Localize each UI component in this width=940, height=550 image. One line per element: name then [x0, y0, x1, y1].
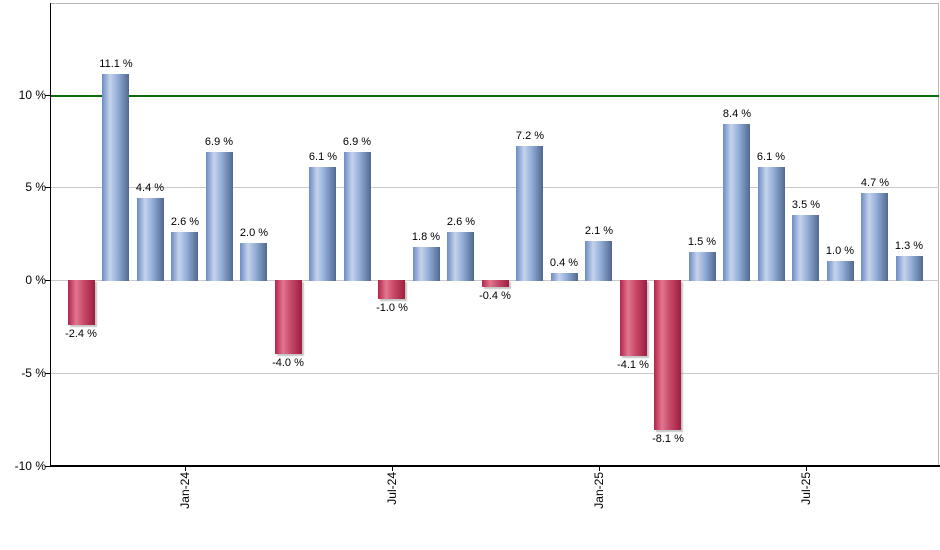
y-axis-tick — [45, 466, 50, 467]
bar-positive — [240, 243, 267, 281]
bar-negative — [68, 280, 95, 325]
y-axis-tick — [45, 187, 50, 188]
bar-positive — [102, 74, 129, 281]
bar-value-label: 7.2 % — [515, 130, 545, 142]
x-axis-line — [50, 465, 940, 467]
bar-value-label: 1.5 % — [687, 236, 717, 248]
bar-positive — [723, 124, 750, 281]
bar-value-label: -4.1 % — [617, 359, 649, 371]
bar-positive — [309, 167, 336, 281]
x-axis-label: Jan-25 — [592, 472, 606, 509]
bar-positive — [758, 167, 785, 281]
bar-value-label: 1.0 % — [825, 245, 855, 257]
x-axis-tick — [599, 465, 600, 471]
bar-value-label: 1.8 % — [411, 231, 441, 243]
bar-value-label: 2.6 % — [446, 216, 476, 228]
bar-value-label: 6.1 % — [756, 151, 786, 163]
bar-value-label: -2.4 % — [65, 328, 97, 340]
bar-negative — [620, 280, 647, 356]
plot-frame-top — [50, 3, 938, 4]
bar-positive — [861, 193, 888, 281]
y-axis-tick — [45, 95, 50, 96]
bar-positive — [344, 152, 371, 281]
y-axis-label: 10 % — [18, 88, 46, 102]
bar-positive — [896, 256, 923, 281]
bar-negative — [482, 280, 509, 287]
bar-positive — [585, 241, 612, 281]
y-axis-line — [50, 3, 51, 465]
bar-positive — [516, 146, 543, 281]
bar-value-label: -0.4 % — [479, 290, 511, 302]
bar-value-label: -8.1 % — [652, 433, 684, 445]
bar-value-label: 4.7 % — [860, 177, 890, 189]
bar-positive — [447, 232, 474, 281]
bar-positive — [206, 152, 233, 281]
reference-line — [51, 95, 939, 97]
bar-positive — [413, 247, 440, 281]
bar-value-label: 2.6 % — [170, 216, 200, 228]
y-axis-label: -5 % — [21, 366, 46, 380]
bar-value-label: 3.5 % — [791, 199, 821, 211]
x-axis-tick — [806, 465, 807, 471]
bar-value-label: 6.1 % — [308, 151, 338, 163]
bar-value-label: 2.0 % — [239, 227, 269, 239]
bar-value-label: -4.0 % — [272, 357, 304, 369]
grid-line — [51, 187, 939, 188]
bar-negative — [378, 280, 405, 299]
bar-value-label: 0.4 % — [549, 257, 579, 269]
bar-negative — [275, 280, 302, 354]
bar-value-label: -1.0 % — [376, 302, 408, 314]
plot-frame-right — [938, 3, 939, 465]
bar-negative — [654, 280, 681, 430]
bar-positive — [689, 252, 716, 281]
x-axis-tick — [185, 465, 186, 471]
x-axis-label: Jul-24 — [385, 472, 399, 505]
y-axis-label: 0 % — [25, 273, 46, 287]
y-axis-tick — [45, 280, 50, 281]
bar-value-label: 2.1 % — [584, 225, 614, 237]
bar-value-label: 6.9 % — [204, 136, 234, 148]
bar-positive — [792, 215, 819, 281]
x-axis-label: Jan-24 — [178, 472, 192, 509]
y-axis-label: -10 % — [14, 459, 46, 473]
grid-line — [51, 373, 939, 374]
bar-value-label: 6.9 % — [342, 136, 372, 148]
bar-positive — [827, 261, 854, 281]
x-axis-label: Jul-25 — [799, 472, 813, 505]
x-axis-tick — [392, 465, 393, 471]
bar-value-label: 1.3 % — [894, 240, 924, 252]
bar-value-label: 11.1 % — [99, 58, 133, 70]
bar-value-label: 4.4 % — [135, 182, 165, 194]
y-axis-label: 5 % — [25, 180, 46, 194]
bar-positive — [171, 232, 198, 281]
bar-positive — [551, 273, 578, 281]
bar-value-label: 8.4 % — [722, 108, 752, 120]
bar-positive — [137, 198, 164, 281]
y-axis-tick — [45, 373, 50, 374]
